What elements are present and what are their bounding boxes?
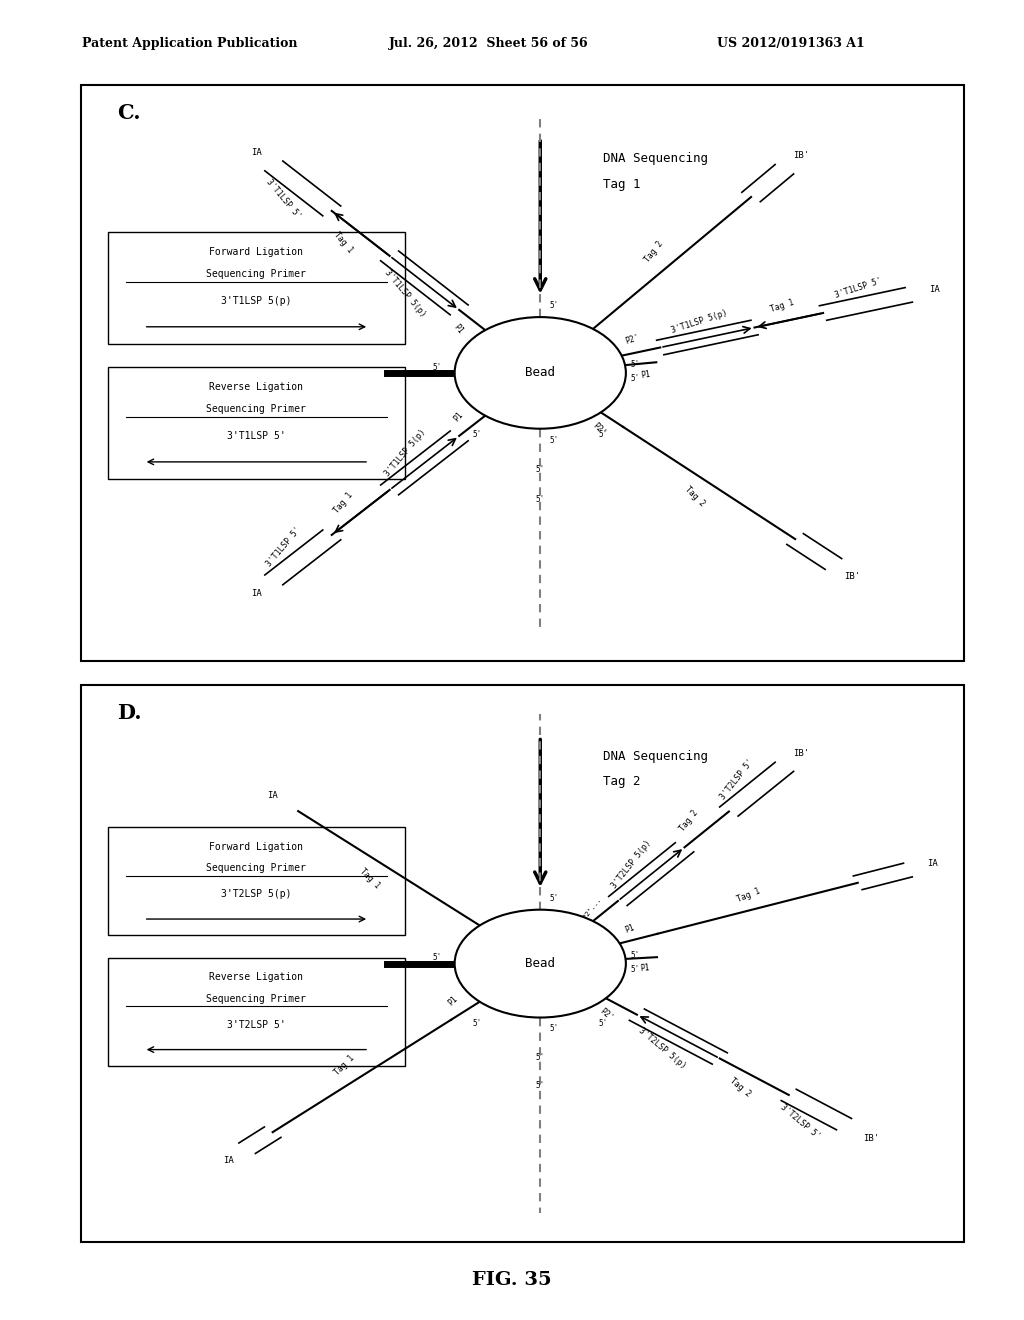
Text: D.: D. (117, 702, 141, 722)
Text: Tag 2: Tag 2 (603, 775, 641, 788)
Text: 5': 5' (549, 1024, 558, 1034)
Text: 5': 5' (549, 894, 558, 903)
Text: Tag 1: Tag 1 (332, 491, 354, 515)
Text: 5': 5' (472, 1019, 482, 1028)
Text: 5': 5' (536, 1053, 545, 1061)
Text: 5': 5' (630, 950, 640, 960)
Text: Tag 1: Tag 1 (769, 298, 795, 314)
Text: 5': 5' (549, 301, 558, 310)
Text: IA: IA (222, 1156, 233, 1164)
Text: Tag 1: Tag 1 (332, 1053, 355, 1077)
Text: 5': 5' (630, 375, 640, 383)
Text: Bead: Bead (525, 957, 555, 970)
Text: P1: P1 (452, 409, 465, 422)
Text: 3'T1LSP 5': 3'T1LSP 5' (227, 432, 286, 441)
Text: Tag 1: Tag 1 (603, 178, 641, 191)
Text: 3'T1LSP 5': 3'T1LSP 5' (264, 525, 302, 569)
Text: IA: IA (267, 791, 279, 800)
Text: Tag 1: Tag 1 (357, 867, 381, 890)
Text: Forward Ligation: Forward Ligation (210, 842, 303, 851)
Text: P2': P2' (591, 421, 608, 438)
Text: 5': 5' (432, 363, 441, 371)
Text: Tag 1: Tag 1 (332, 231, 354, 255)
Circle shape (455, 317, 626, 429)
Text: P1: P1 (640, 964, 650, 973)
Text: 3'T2LSP 5': 3'T2LSP 5' (718, 758, 756, 801)
Text: 3'T2LSP 5': 3'T2LSP 5' (227, 1020, 286, 1030)
Text: 5': 5' (630, 359, 640, 368)
Text: 3'T1LSP 5(p): 3'T1LSP 5(p) (221, 296, 292, 306)
Text: IB': IB' (845, 572, 860, 581)
Text: 3'T1LSP 5': 3'T1LSP 5' (264, 177, 302, 220)
Text: IB': IB' (793, 150, 809, 160)
Text: P1: P1 (446, 994, 460, 1007)
Text: Patent Application Publication: Patent Application Publication (82, 37, 297, 50)
Text: 3'T2LSP 5(p): 3'T2LSP 5(p) (609, 838, 653, 890)
Text: IA: IA (251, 589, 262, 598)
Text: Reverse Ligation: Reverse Ligation (210, 381, 303, 392)
Circle shape (455, 909, 626, 1018)
Text: DNA Sequencing: DNA Sequencing (603, 152, 709, 165)
Text: Forward Ligation: Forward Ligation (210, 247, 303, 257)
Text: 5': 5' (432, 953, 441, 962)
Text: P1: P1 (452, 323, 465, 337)
Text: 3'T2LSP 5': 3'T2LSP 5' (778, 1102, 821, 1140)
Text: DNA Sequencing: DNA Sequencing (603, 750, 709, 763)
Text: Sequencing Primer: Sequencing Primer (207, 994, 306, 1005)
Text: 3'T1LSP 5(p): 3'T1LSP 5(p) (383, 268, 427, 318)
Text: C.: C. (117, 103, 140, 123)
Text: 5': 5' (536, 1081, 545, 1090)
Text: P2': P2' (598, 1007, 615, 1023)
Text: 5': 5' (630, 965, 640, 974)
Text: Tag 2: Tag 2 (642, 239, 665, 264)
Text: 5': 5' (549, 436, 558, 445)
Text: 3'T1LSP 5(p): 3'T1LSP 5(p) (671, 309, 729, 335)
Text: Tag 1: Tag 1 (736, 887, 762, 904)
Text: FIG. 35: FIG. 35 (472, 1271, 552, 1290)
Text: IA: IA (928, 859, 938, 869)
Text: 5': 5' (536, 495, 545, 504)
Text: 5': 5' (498, 327, 507, 337)
Text: Tag 2: Tag 2 (683, 484, 707, 508)
Text: 3'T2LSP 5(p): 3'T2LSP 5(p) (221, 890, 292, 899)
Text: 3'T1LSP 5': 3'T1LSP 5' (834, 276, 883, 300)
Text: 3'T1LSP 5(p): 3'T1LSP 5(p) (383, 428, 427, 478)
Text: Tag 2: Tag 2 (678, 808, 700, 833)
Text: Jul. 26, 2012  Sheet 56 of 56: Jul. 26, 2012 Sheet 56 of 56 (389, 37, 589, 50)
Text: Reverse Ligation: Reverse Ligation (210, 973, 303, 982)
Text: P2': P2' (625, 333, 641, 346)
Text: IB': IB' (793, 748, 809, 758)
Text: IA: IA (251, 148, 262, 157)
Text: IB': IB' (863, 1134, 880, 1143)
Bar (108, 232, 406, 343)
Text: 5': 5' (599, 430, 608, 440)
Text: US 2012/0191363 A1: US 2012/0191363 A1 (717, 37, 864, 50)
Text: Sequencing Primer: Sequencing Primer (207, 404, 306, 414)
Text: P2'...: P2'... (582, 894, 605, 920)
Bar (108, 958, 406, 1065)
Bar (108, 367, 406, 479)
Text: 3'T2LSP 5(p): 3'T2LSP 5(p) (637, 1027, 687, 1071)
Text: Tag 2: Tag 2 (727, 1076, 752, 1098)
Text: 5': 5' (599, 1019, 608, 1028)
Text: P1: P1 (624, 923, 636, 935)
Text: Sequencing Primer: Sequencing Primer (207, 863, 306, 874)
Text: Sequencing Primer: Sequencing Primer (207, 269, 306, 280)
Text: IA: IA (929, 285, 940, 294)
Text: P1: P1 (640, 370, 651, 380)
Text: 5': 5' (536, 466, 545, 474)
Text: Bead: Bead (525, 367, 555, 379)
Text: 5': 5' (472, 430, 482, 440)
Bar (108, 828, 406, 935)
